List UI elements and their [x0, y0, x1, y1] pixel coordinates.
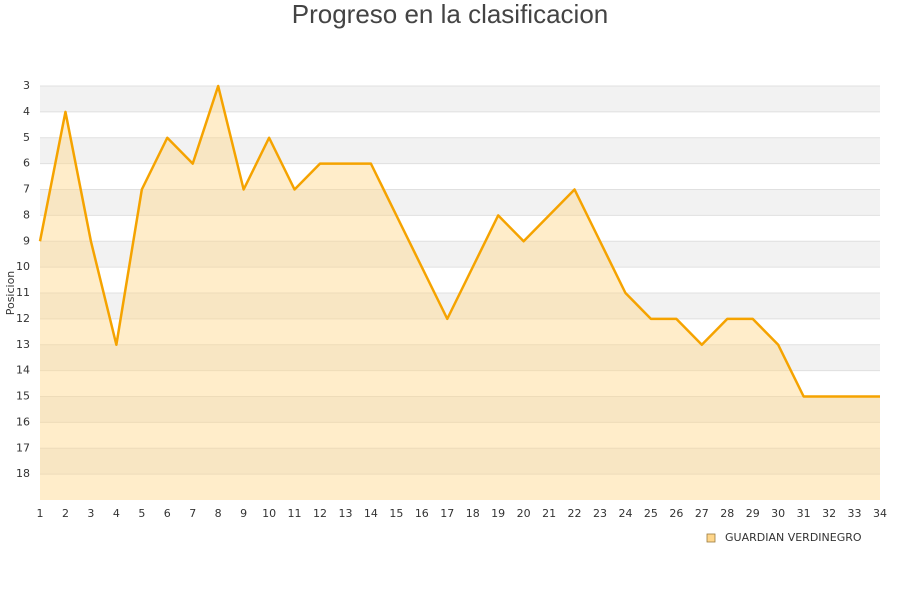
- grid-band: [40, 111, 880, 138]
- x-tick-label: 6: [164, 507, 171, 520]
- x-tick-label: 12: [313, 507, 327, 520]
- grid-band: [40, 267, 880, 293]
- grid-band: [40, 293, 880, 319]
- y-tick-label: 18: [16, 467, 30, 480]
- grid-band: [40, 448, 880, 475]
- y-tick-label: 10: [16, 260, 30, 273]
- x-tick-label: 31: [797, 507, 811, 520]
- grid-band: [40, 396, 880, 423]
- x-tick-label: 24: [618, 507, 632, 520]
- x-tick-label: 34: [873, 507, 887, 520]
- y-tick-label: 15: [16, 390, 30, 403]
- y-tick-label: 7: [23, 183, 30, 196]
- x-tick-label: 33: [848, 507, 862, 520]
- y-tick-label: 3: [23, 79, 30, 92]
- y-tick-label: 6: [23, 157, 30, 170]
- y-tick-label: 14: [16, 364, 30, 377]
- grid-band: [40, 344, 880, 371]
- x-tick-label: 10: [262, 507, 276, 520]
- grid-band: [40, 422, 880, 449]
- grid-band: [40, 474, 880, 500]
- y-tick-label: 11: [16, 286, 30, 299]
- grid-band: [40, 241, 880, 268]
- legend-label: GUARDIAN VERDINEGRO: [725, 531, 862, 544]
- chart-title: Progreso en la clasificacion: [292, 0, 609, 29]
- y-tick-label: 5: [23, 131, 30, 144]
- x-tick-label: 29: [746, 507, 760, 520]
- x-tick-label: 21: [542, 507, 556, 520]
- x-tick-label: 14: [364, 507, 378, 520]
- x-tick-label: 28: [720, 507, 734, 520]
- y-tick-label: 9: [23, 234, 30, 247]
- y-tick-label: 12: [16, 312, 30, 325]
- legend-swatch: [706, 533, 716, 543]
- grid-band: [40, 189, 880, 216]
- x-tick-label: 17: [440, 507, 454, 520]
- grid-band: [40, 163, 880, 190]
- x-tick-label: 3: [87, 507, 94, 520]
- x-tick-label: 18: [466, 507, 480, 520]
- x-tick-label: 22: [568, 507, 582, 520]
- x-tick-label: 5: [138, 507, 145, 520]
- x-tick-label: 4: [113, 507, 120, 520]
- x-tick-label: 11: [288, 507, 302, 520]
- y-tick-label: 16: [16, 415, 30, 428]
- x-tick-label: 2: [62, 507, 69, 520]
- x-tick-label: 7: [189, 507, 196, 520]
- x-tick-label: 20: [517, 507, 531, 520]
- y-tick-label: 8: [23, 208, 30, 221]
- y-axis-label: Posicion: [4, 271, 17, 316]
- x-tick-label: 26: [669, 507, 683, 520]
- x-tick-label: 27: [695, 507, 709, 520]
- x-tick-label: 30: [771, 507, 785, 520]
- y-tick-label: 13: [16, 338, 30, 351]
- grid-band: [40, 215, 880, 242]
- x-tick-label: 15: [389, 507, 403, 520]
- x-tick-label: 25: [644, 507, 658, 520]
- grid-band: [40, 318, 880, 345]
- grid-band: [40, 370, 880, 397]
- x-tick-label: 1: [37, 507, 44, 520]
- y-tick-label: 4: [23, 105, 30, 118]
- x-tick-label: 23: [593, 507, 607, 520]
- x-tick-label: 8: [215, 507, 222, 520]
- x-tick-label: 9: [240, 507, 247, 520]
- x-tick-label: 13: [338, 507, 352, 520]
- line: [38, 84, 880, 398]
- x-tick-label: 16: [415, 507, 429, 520]
- grid-band: [40, 86, 880, 112]
- x-tick-label: 19: [491, 507, 505, 520]
- y-tick-label: 17: [16, 441, 30, 454]
- x-tick-label: 32: [822, 507, 836, 520]
